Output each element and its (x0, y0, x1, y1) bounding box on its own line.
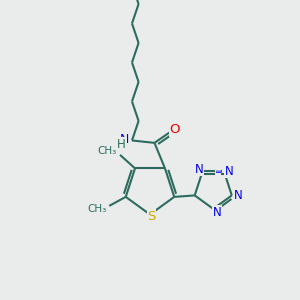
Text: N: N (225, 165, 234, 178)
Text: N: N (120, 133, 130, 146)
Text: N: N (195, 163, 204, 176)
Text: CH₃: CH₃ (98, 146, 117, 156)
Text: ═: ═ (215, 168, 220, 177)
Text: CH₃: CH₃ (88, 205, 107, 214)
Text: O: O (169, 124, 180, 136)
Text: N: N (234, 189, 243, 202)
Text: S: S (147, 210, 156, 223)
Text: H: H (117, 138, 126, 151)
Text: N: N (212, 206, 221, 219)
